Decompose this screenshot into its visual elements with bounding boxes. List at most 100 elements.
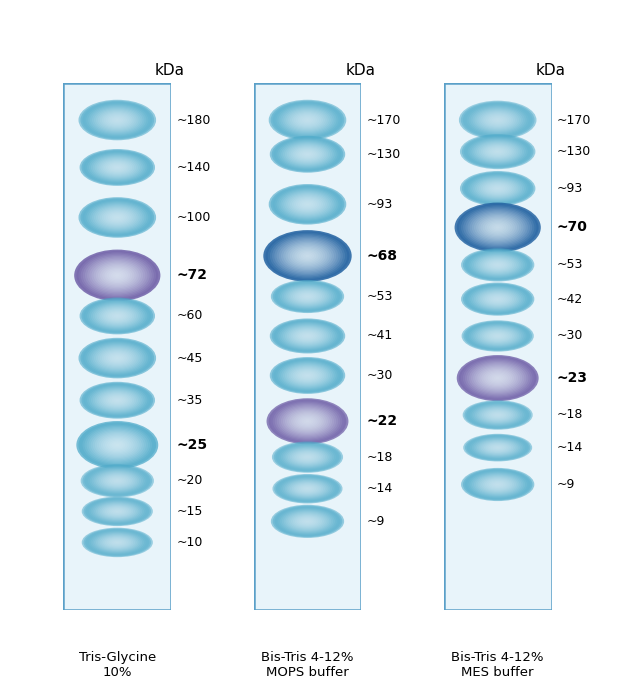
Ellipse shape xyxy=(292,450,323,464)
Ellipse shape xyxy=(306,420,309,423)
Ellipse shape xyxy=(263,230,352,282)
Ellipse shape xyxy=(494,263,501,267)
Ellipse shape xyxy=(87,385,148,415)
Ellipse shape xyxy=(107,476,128,486)
Ellipse shape xyxy=(469,175,526,202)
Ellipse shape xyxy=(79,422,156,468)
Ellipse shape xyxy=(280,284,335,309)
Ellipse shape xyxy=(461,102,534,139)
Ellipse shape xyxy=(104,161,131,174)
Ellipse shape xyxy=(477,179,519,198)
Ellipse shape xyxy=(111,272,124,279)
Ellipse shape xyxy=(271,401,344,442)
Ellipse shape xyxy=(484,409,512,421)
Ellipse shape xyxy=(103,437,132,453)
Ellipse shape xyxy=(100,535,135,550)
Ellipse shape xyxy=(270,319,345,353)
Ellipse shape xyxy=(281,477,333,500)
Ellipse shape xyxy=(266,398,349,444)
Ellipse shape xyxy=(482,112,513,128)
Ellipse shape xyxy=(477,290,518,308)
Ellipse shape xyxy=(287,480,328,498)
Ellipse shape xyxy=(304,152,311,156)
Ellipse shape xyxy=(285,286,330,306)
Ellipse shape xyxy=(108,508,126,515)
Ellipse shape xyxy=(96,263,139,288)
Ellipse shape xyxy=(87,152,148,182)
Ellipse shape xyxy=(279,323,336,349)
Ellipse shape xyxy=(298,199,317,209)
Ellipse shape xyxy=(115,542,119,543)
Ellipse shape xyxy=(104,211,131,225)
Ellipse shape xyxy=(95,471,139,491)
Text: ~22: ~22 xyxy=(366,414,398,428)
Ellipse shape xyxy=(82,425,152,466)
Ellipse shape xyxy=(297,453,318,462)
Ellipse shape xyxy=(284,192,331,216)
Ellipse shape xyxy=(84,426,150,464)
Ellipse shape xyxy=(281,362,334,388)
Ellipse shape xyxy=(283,478,332,499)
Ellipse shape xyxy=(92,107,143,133)
Ellipse shape xyxy=(461,358,534,399)
Ellipse shape xyxy=(83,384,152,416)
Ellipse shape xyxy=(294,483,321,495)
Ellipse shape xyxy=(477,142,519,161)
Ellipse shape xyxy=(473,365,522,392)
Ellipse shape xyxy=(113,479,121,482)
Ellipse shape xyxy=(304,520,311,523)
Ellipse shape xyxy=(299,453,316,461)
Ellipse shape xyxy=(107,538,128,547)
Ellipse shape xyxy=(81,423,154,466)
Ellipse shape xyxy=(89,500,146,523)
Ellipse shape xyxy=(280,477,335,500)
Text: ~14: ~14 xyxy=(366,482,392,495)
Ellipse shape xyxy=(81,383,153,418)
Ellipse shape xyxy=(102,112,133,128)
Ellipse shape xyxy=(81,464,154,498)
Ellipse shape xyxy=(290,146,325,163)
Ellipse shape xyxy=(285,143,330,166)
Ellipse shape xyxy=(306,203,309,205)
Ellipse shape xyxy=(81,198,154,237)
Ellipse shape xyxy=(282,107,333,133)
Ellipse shape xyxy=(484,113,511,127)
Ellipse shape xyxy=(278,508,337,534)
Ellipse shape xyxy=(286,193,329,216)
Ellipse shape xyxy=(469,252,527,278)
Ellipse shape xyxy=(476,289,520,309)
Ellipse shape xyxy=(295,452,320,463)
Ellipse shape xyxy=(482,182,513,195)
Ellipse shape xyxy=(96,502,139,520)
Ellipse shape xyxy=(304,202,311,207)
Ellipse shape xyxy=(484,442,512,453)
Ellipse shape xyxy=(470,107,525,134)
Ellipse shape xyxy=(103,505,131,517)
Ellipse shape xyxy=(477,439,519,456)
Ellipse shape xyxy=(478,327,517,344)
Ellipse shape xyxy=(472,253,523,277)
Ellipse shape xyxy=(482,145,513,159)
Ellipse shape xyxy=(494,297,501,301)
Ellipse shape xyxy=(107,439,127,451)
Ellipse shape xyxy=(474,288,522,310)
Ellipse shape xyxy=(108,270,126,281)
Ellipse shape xyxy=(472,404,524,426)
Ellipse shape xyxy=(468,403,527,428)
Ellipse shape xyxy=(489,332,507,340)
Ellipse shape xyxy=(465,137,530,166)
Ellipse shape xyxy=(295,414,320,428)
Ellipse shape xyxy=(490,116,505,124)
Ellipse shape xyxy=(271,505,344,538)
Ellipse shape xyxy=(306,520,309,523)
Ellipse shape xyxy=(294,198,321,211)
Ellipse shape xyxy=(285,409,330,434)
Ellipse shape xyxy=(487,260,508,270)
Ellipse shape xyxy=(299,292,316,301)
Ellipse shape xyxy=(279,362,336,389)
Ellipse shape xyxy=(492,149,503,155)
Ellipse shape xyxy=(89,154,146,182)
Ellipse shape xyxy=(482,408,514,421)
Ellipse shape xyxy=(483,478,512,491)
Ellipse shape xyxy=(492,297,503,301)
